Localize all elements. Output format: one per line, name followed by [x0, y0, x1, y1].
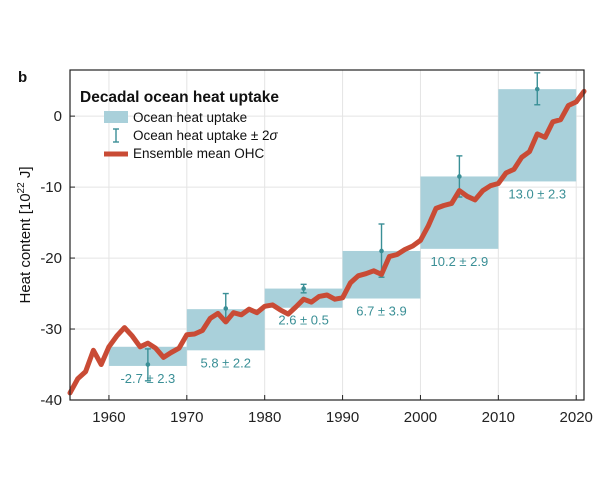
legend: Decadal ocean heat uptake Ocean heat upt… — [80, 89, 279, 161]
x-tick-label-2000: 2000 — [404, 409, 437, 426]
box-labels: -2.7 ± 2.3 5.8 ± 2.2 2.6 ± 0.5 6.7 ± 3.9 10.… — [120, 186, 566, 386]
error-bar-0 — [144, 348, 151, 382]
x-tick-label-2010: 2010 — [482, 409, 515, 426]
legend-line-label: Ensemble mean OHC — [133, 146, 265, 161]
x-tick-label-1980: 1980 — [248, 409, 281, 426]
y-axis-label-unit: J] — [17, 166, 34, 182]
error-bar-center-4 — [457, 174, 462, 179]
ohc-line-layer — [67, 88, 587, 396]
box-label-3: 6.7 ± 3.9 — [356, 304, 407, 319]
error-bar-center-1 — [223, 306, 229, 311]
y-tick-label--30: -30 — [40, 321, 62, 338]
x-tick-label-1970: 1970 — [170, 409, 203, 426]
panel-label: b — [18, 69, 27, 86]
legend-errorbar-swatch — [113, 128, 119, 143]
box-label-2: 2.6 ± 0.5 — [278, 313, 329, 328]
legend-errorbar-text: Ocean heat uptake ± 2 — [133, 128, 270, 143]
error-bar-2 — [300, 283, 307, 294]
x-axis-ticks: 1960 1970 1980 1990 2000 2010 2020 — [92, 395, 593, 426]
x-tick-label-1990: 1990 — [326, 409, 359, 426]
legend-sigma: σ — [270, 128, 279, 143]
y-tick-label--40: -40 — [40, 392, 62, 409]
box-label-1: 5.8 ± 2.2 — [200, 355, 251, 370]
y-axis-label-main: Heat content [10 — [17, 193, 34, 303]
error-bar-center-0 — [145, 362, 151, 367]
y-tick-label--10: -10 — [40, 179, 62, 196]
box-label-0: -2.7 ± 2.3 — [120, 371, 175, 386]
chart-title: Decadal ocean heat uptake — [80, 89, 279, 106]
error-bar-center-5 — [534, 86, 540, 92]
legend-box-swatch — [104, 111, 128, 123]
legend-errorbar-label: Ocean heat uptake ± 2σ — [133, 128, 279, 143]
y-axis-ticks: 0 -10 -20 -30 -40 — [40, 108, 75, 409]
box-label-5: 13.0 ± 2.3 — [508, 186, 566, 201]
error-bar-5 — [534, 72, 541, 106]
y-tick-label-0: 0 — [54, 108, 62, 125]
plot-frame — [69, 69, 585, 401]
error-bar-1 — [222, 292, 229, 323]
y-axis-label: Heat content [1022 J] — [16, 166, 34, 303]
x-tick-label-1960: 1960 — [92, 409, 125, 426]
y-axis-label-exponent: 22 — [16, 182, 27, 194]
ohc-line-0 — [67, 88, 587, 396]
legend-box-label: Ocean heat uptake — [133, 110, 247, 125]
box-label-4: 10.2 ± 2.9 — [431, 254, 489, 269]
x-tick-label-2020: 2020 — [560, 409, 593, 426]
error-bar-center-2 — [301, 286, 306, 291]
error-bar-center-3 — [379, 248, 384, 254]
y-tick-label--20: -20 — [40, 250, 62, 267]
